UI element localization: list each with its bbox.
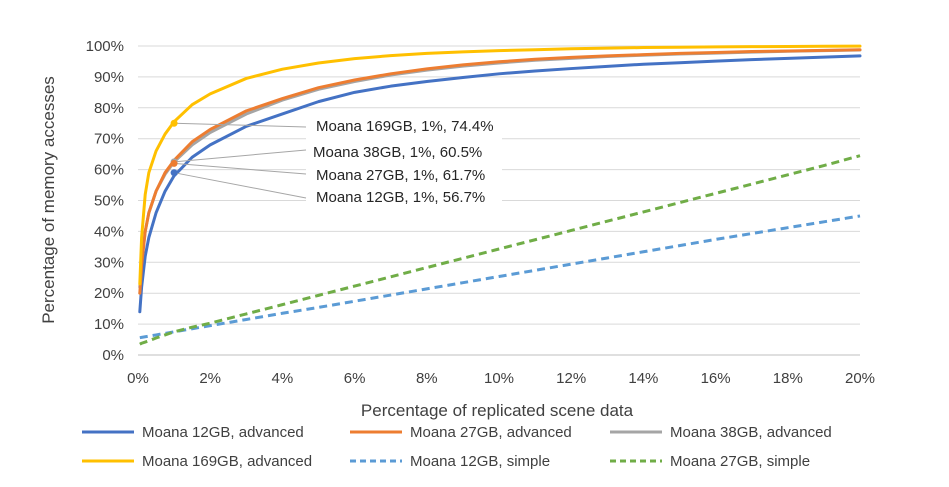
annotation-leader (174, 162, 307, 175)
x-tick-label: 0% (127, 370, 149, 387)
legend-label: Moana 27GB, simple (670, 453, 810, 470)
annotation-leader (174, 172, 307, 199)
y-tick-label: 90% (94, 69, 124, 86)
y-tick-label: 40% (94, 223, 124, 240)
y-axis-ticks: 0% 10% 20% 30% 40% 50% 60% 70% 80% 90% 100% (86, 38, 124, 364)
annotation-leader (174, 149, 307, 163)
series-line-3 (138, 44, 862, 286)
annotation-marker (170, 169, 178, 177)
series-lines (138, 44, 862, 346)
y-tick-label: 100% (86, 38, 124, 55)
y-tick-label: 0% (102, 347, 124, 364)
legend-label: Moana 12GB, simple (410, 453, 550, 470)
series-line-4 (139, 214, 861, 340)
x-tick-label: 10% (484, 370, 514, 387)
x-tick-label: 2% (199, 370, 221, 387)
x-axis-title: Percentage of replicated scene data (361, 401, 634, 420)
annotation-label: Moana 38GB, 1%, 60.5% (313, 144, 482, 161)
series-line-0 (138, 54, 862, 314)
x-tick-label: 4% (272, 370, 294, 387)
annotation-box (306, 112, 502, 210)
x-axis-ticks: 0% 2% 4% 6% 8% 10% 12% 14% 16% 18% 20% (127, 370, 875, 387)
x-tick-label: 14% (628, 370, 658, 387)
legend-label: Moana 12GB, advanced (142, 424, 304, 441)
x-tick-label: 20% (845, 370, 875, 387)
y-tick-label: 20% (94, 285, 124, 302)
x-tick-label: 18% (773, 370, 803, 387)
x-tick-label: 6% (344, 370, 366, 387)
annotation-label: Moana 12GB, 1%, 56.7% (316, 189, 485, 206)
y-tick-label: 70% (94, 131, 124, 148)
y-tick-label: 50% (94, 193, 124, 210)
annotation-leader (174, 122, 307, 128)
y-axis-title: Percentage of memory accesses (39, 76, 58, 324)
annotation-label: Moana 27GB, 1%, 61.7% (316, 167, 485, 184)
y-tick-label: 80% (94, 100, 124, 117)
y-tick-label: 60% (94, 162, 124, 179)
annotations: Moana 169GB, 1%, 74.4% Moana 38GB, 1%, 60… (170, 112, 502, 210)
series-line-5 (139, 154, 861, 346)
annotation-label: Moana 169GB, 1%, 74.4% (316, 118, 494, 135)
x-tick-label: 8% (416, 370, 438, 387)
legend-label: Moana 38GB, advanced (670, 424, 832, 441)
annotation-marker (170, 119, 178, 127)
legend: Moana 12GB, advanced Moana 27GB, advanced… (82, 424, 832, 470)
legend-label: Moana 169GB, advanced (142, 453, 312, 470)
y-tick-label: 10% (94, 316, 124, 333)
series-line-1 (138, 48, 862, 295)
x-tick-label: 12% (556, 370, 586, 387)
legend-label: Moana 27GB, advanced (410, 424, 572, 441)
y-tick-label: 30% (94, 254, 124, 271)
annotation-marker (170, 159, 178, 167)
x-tick-label: 16% (701, 370, 731, 387)
